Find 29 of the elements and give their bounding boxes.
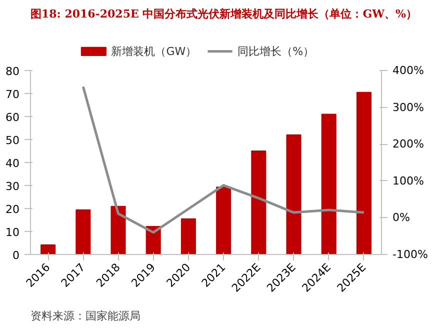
y-tick-label: 30 bbox=[6, 180, 20, 193]
y-tick-label: 80 bbox=[6, 65, 20, 78]
bar bbox=[251, 150, 266, 254]
y-tick-label: 20 bbox=[6, 203, 20, 216]
y2-tick-label: -100% bbox=[392, 248, 428, 261]
bar bbox=[76, 209, 91, 254]
y-tick-label: 60 bbox=[6, 111, 20, 124]
y-tick-label: 50 bbox=[6, 134, 20, 147]
legend-label: 同比增长（%） bbox=[238, 44, 314, 58]
bar bbox=[110, 206, 126, 254]
y2-tick-label: 300% bbox=[392, 100, 424, 114]
bar bbox=[40, 244, 56, 254]
bar bbox=[216, 186, 232, 254]
y-tick-label: 70 bbox=[6, 88, 20, 101]
line-series bbox=[82, 85, 366, 234]
chart-title: 图18: 2016-2025E 中国分布式光伏新增装机及同比增长（单位：GW、%） bbox=[30, 8, 417, 20]
bar bbox=[180, 218, 196, 254]
y-tick-label: 40 bbox=[6, 157, 20, 170]
y2-tick-label: 200% bbox=[392, 138, 424, 151]
bar bbox=[356, 92, 372, 254]
bar bbox=[286, 134, 302, 254]
y2-tick-label: 400% bbox=[392, 64, 424, 77]
y-tick-label: 10 bbox=[6, 226, 20, 239]
legend-label: 新增装机（GW） bbox=[111, 44, 197, 58]
y-tick-label: 0 bbox=[12, 249, 20, 262]
bar bbox=[321, 114, 336, 254]
y2-tick-label: 100% bbox=[392, 174, 424, 188]
text: 资料来源：国家能源局 bbox=[30, 310, 140, 322]
y2-tick-label: 0% bbox=[392, 211, 410, 224]
